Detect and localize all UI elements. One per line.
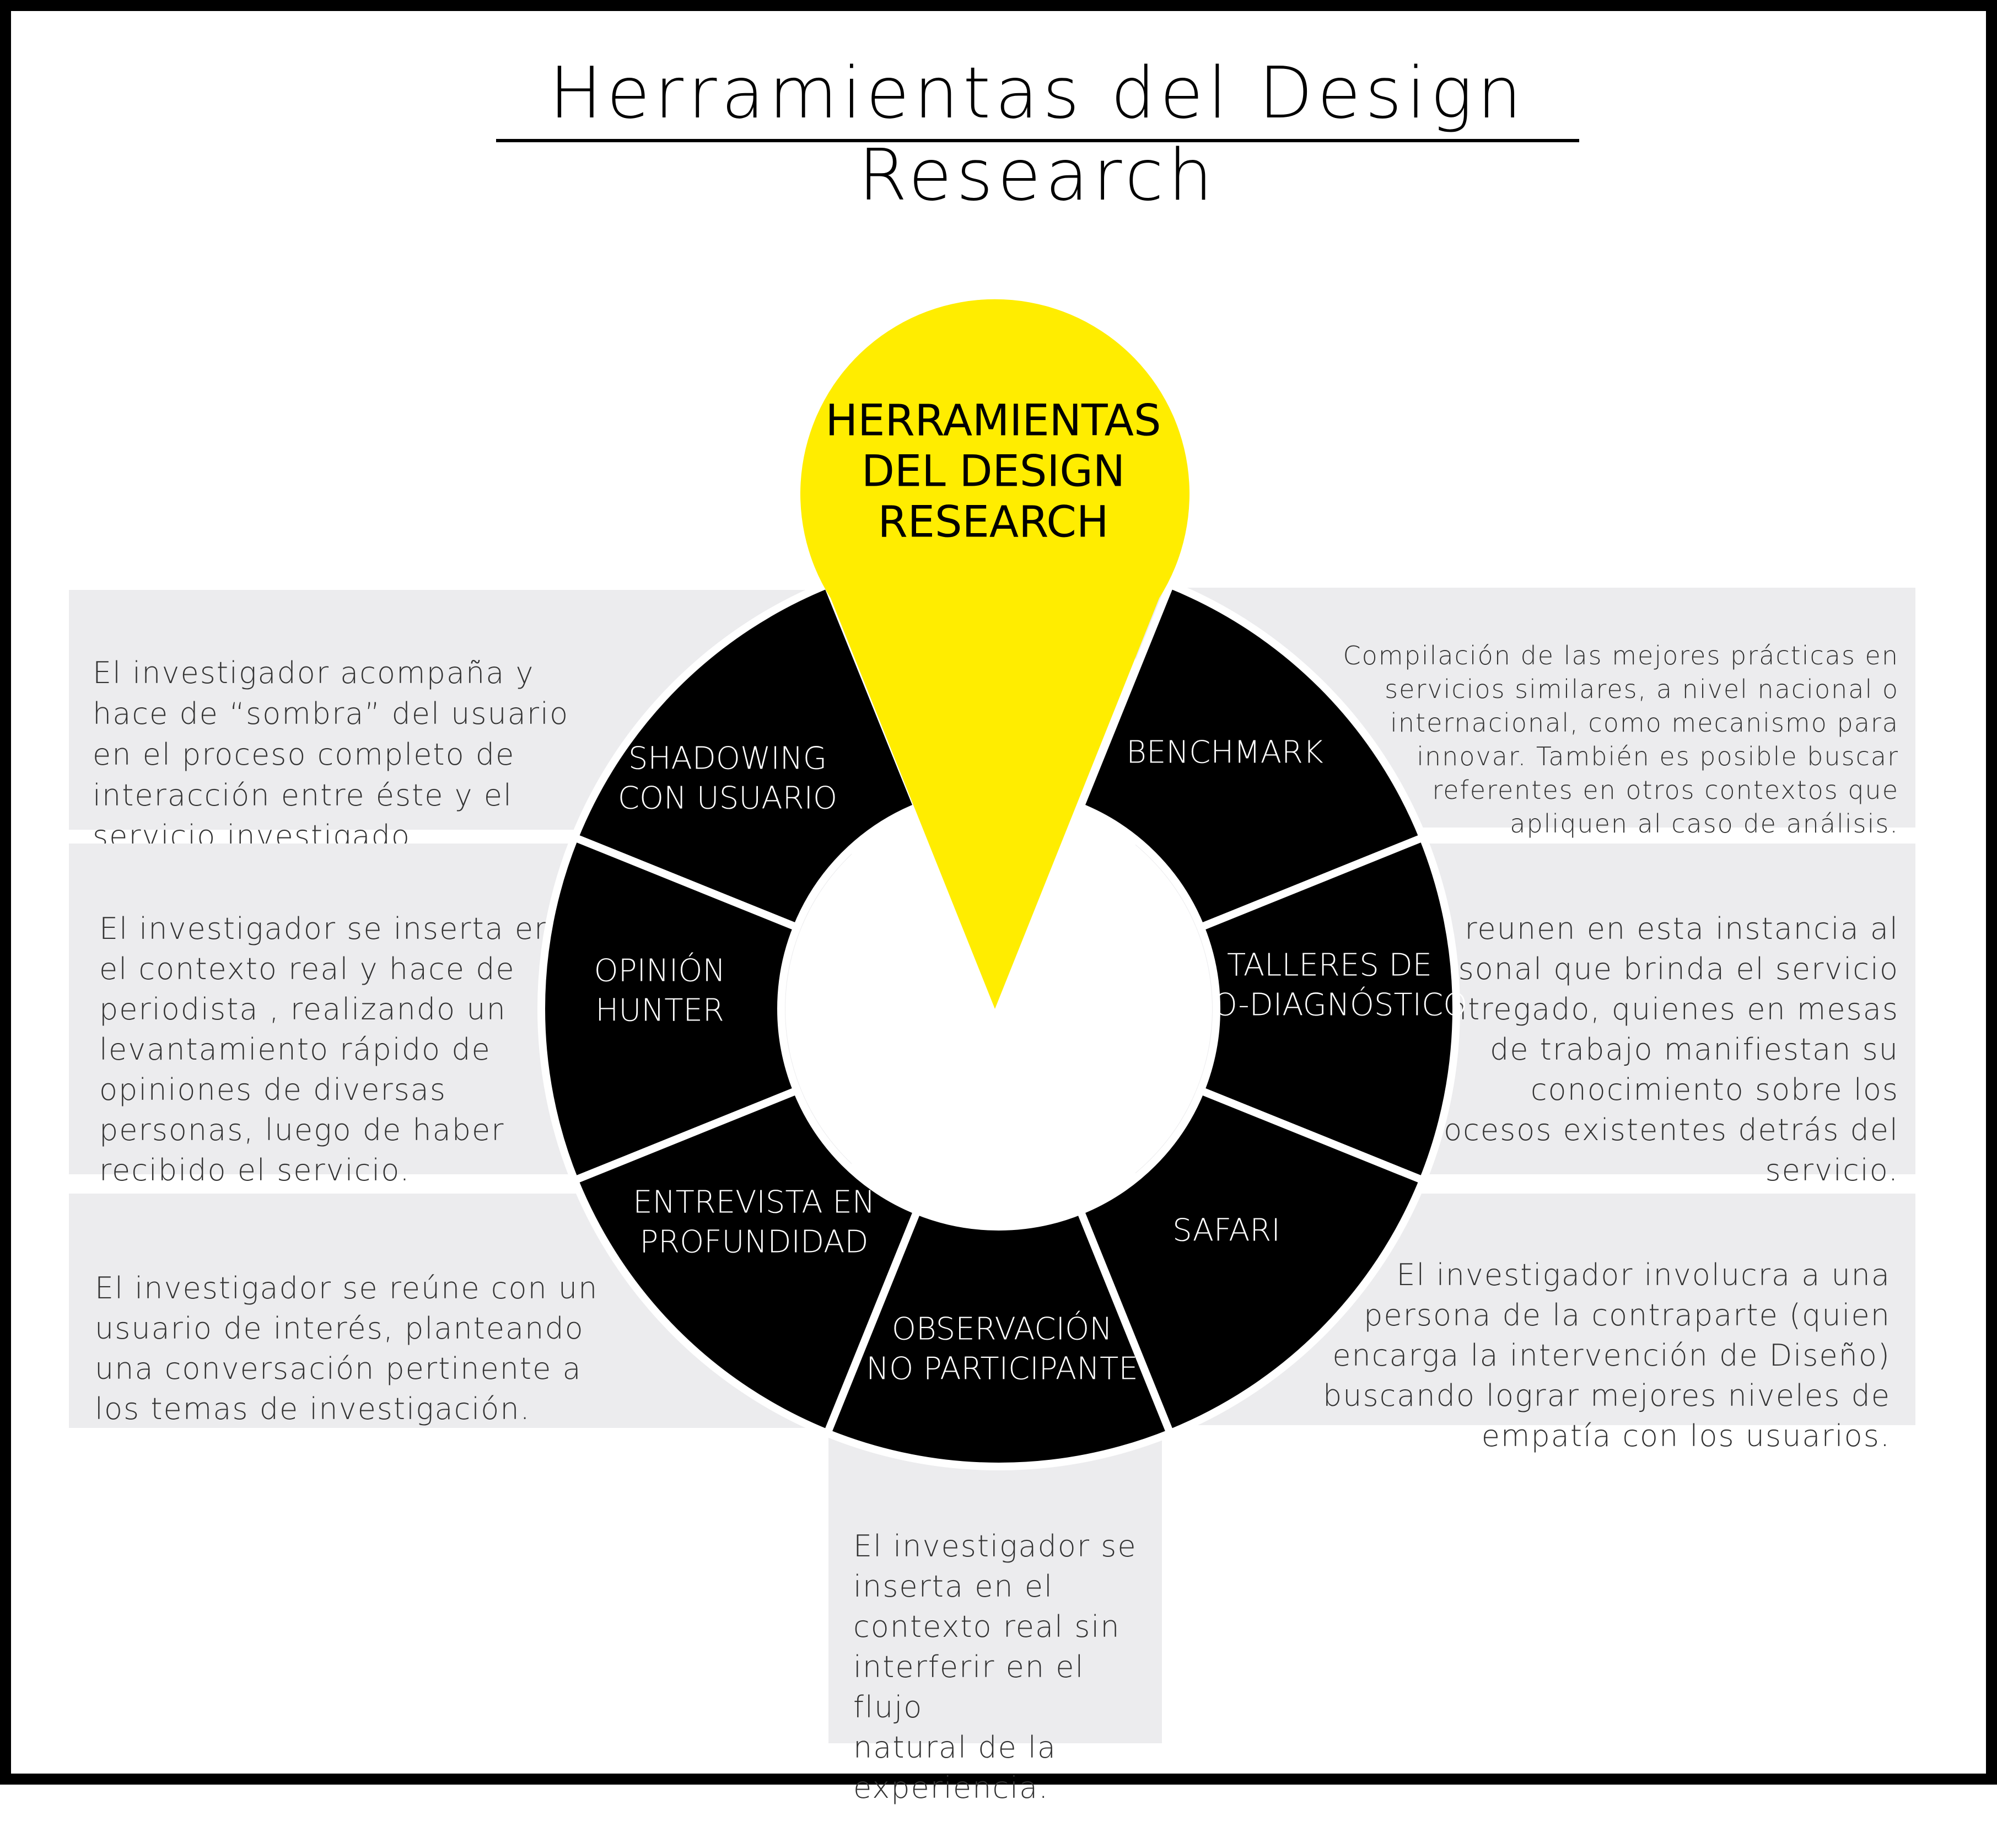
map-pin-shape [800, 299, 1190, 1009]
segment-label-shadowing: CON USUARIO [618, 780, 837, 816]
segment-labels: SHADOWING CON USUARIO BENCHMARK OPINIÓNHUNT… [594, 734, 1468, 1387]
description-text-benchmark: Compilación de las mejores prácticas en … [1343, 641, 1899, 839]
segment-label-entrevista: PROFUNDIDAD [639, 1224, 868, 1260]
segment-label-safari: SAFARI [1172, 1212, 1280, 1248]
segment-label-observacion: OBSERVACIÓN [892, 1311, 1112, 1347]
segment-label-shadowing: SHADOWING [628, 740, 827, 776]
description-text-safari: El investigador involucra a una persona … [1322, 1258, 1891, 1453]
ring-segment-talleres [1196, 832, 1460, 1186]
segment-label-opinion-hunter: HUNTER [595, 992, 724, 1028]
ring-segment-opinion-hunter [537, 832, 802, 1186]
segment-label-talleres: CO-DIAGNÓSTICO [1192, 987, 1468, 1023]
center-label-line: DEL DESIGN [862, 447, 1125, 496]
page-title: Herramientas del Design Research [549, 52, 1526, 217]
ring-diagram: SHADOWING CON USUARIO BENCHMARK OPINIÓNHUNT… [537, 299, 1468, 1470]
ring-segments [537, 579, 1460, 1470]
center-label-line: HERRAMIENTAS [826, 396, 1161, 445]
description-text-entrevista: El investigador se reúne con un usuario … [95, 1271, 599, 1426]
ring-segment-shadowing [569, 579, 923, 933]
segment-label-entrevista: ENTREVISTA EN [633, 1184, 875, 1220]
segment-label-benchmark: BENCHMARK [1126, 734, 1323, 770]
description-box-safari: El investigador involucra a una persona … [1135, 1194, 1915, 1453]
ring-segment-safari [1075, 1085, 1428, 1438]
description-text-observacion: El investigador se inserta en el context… [853, 1529, 1137, 1805]
outer-frame [0, 0, 1997, 1785]
description-text-opinion-hunter: El investigador se inserta en el context… [99, 911, 555, 1188]
ring-segment-observacion [822, 1206, 1176, 1470]
segment-label-observacion: NO PARTICIPANTE [866, 1351, 1138, 1387]
ring-segment-entrevista [569, 1085, 923, 1438]
ring-segment-benchmark [1075, 579, 1428, 933]
center-label-line: RESEARCH [878, 497, 1108, 547]
segment-label-opinion-hunter: OPINIÓN [594, 953, 726, 989]
ring-center-hole [785, 796, 1212, 1222]
segment-label-talleres: TALLERES DE [1227, 947, 1432, 983]
title-underline [496, 139, 1579, 142]
